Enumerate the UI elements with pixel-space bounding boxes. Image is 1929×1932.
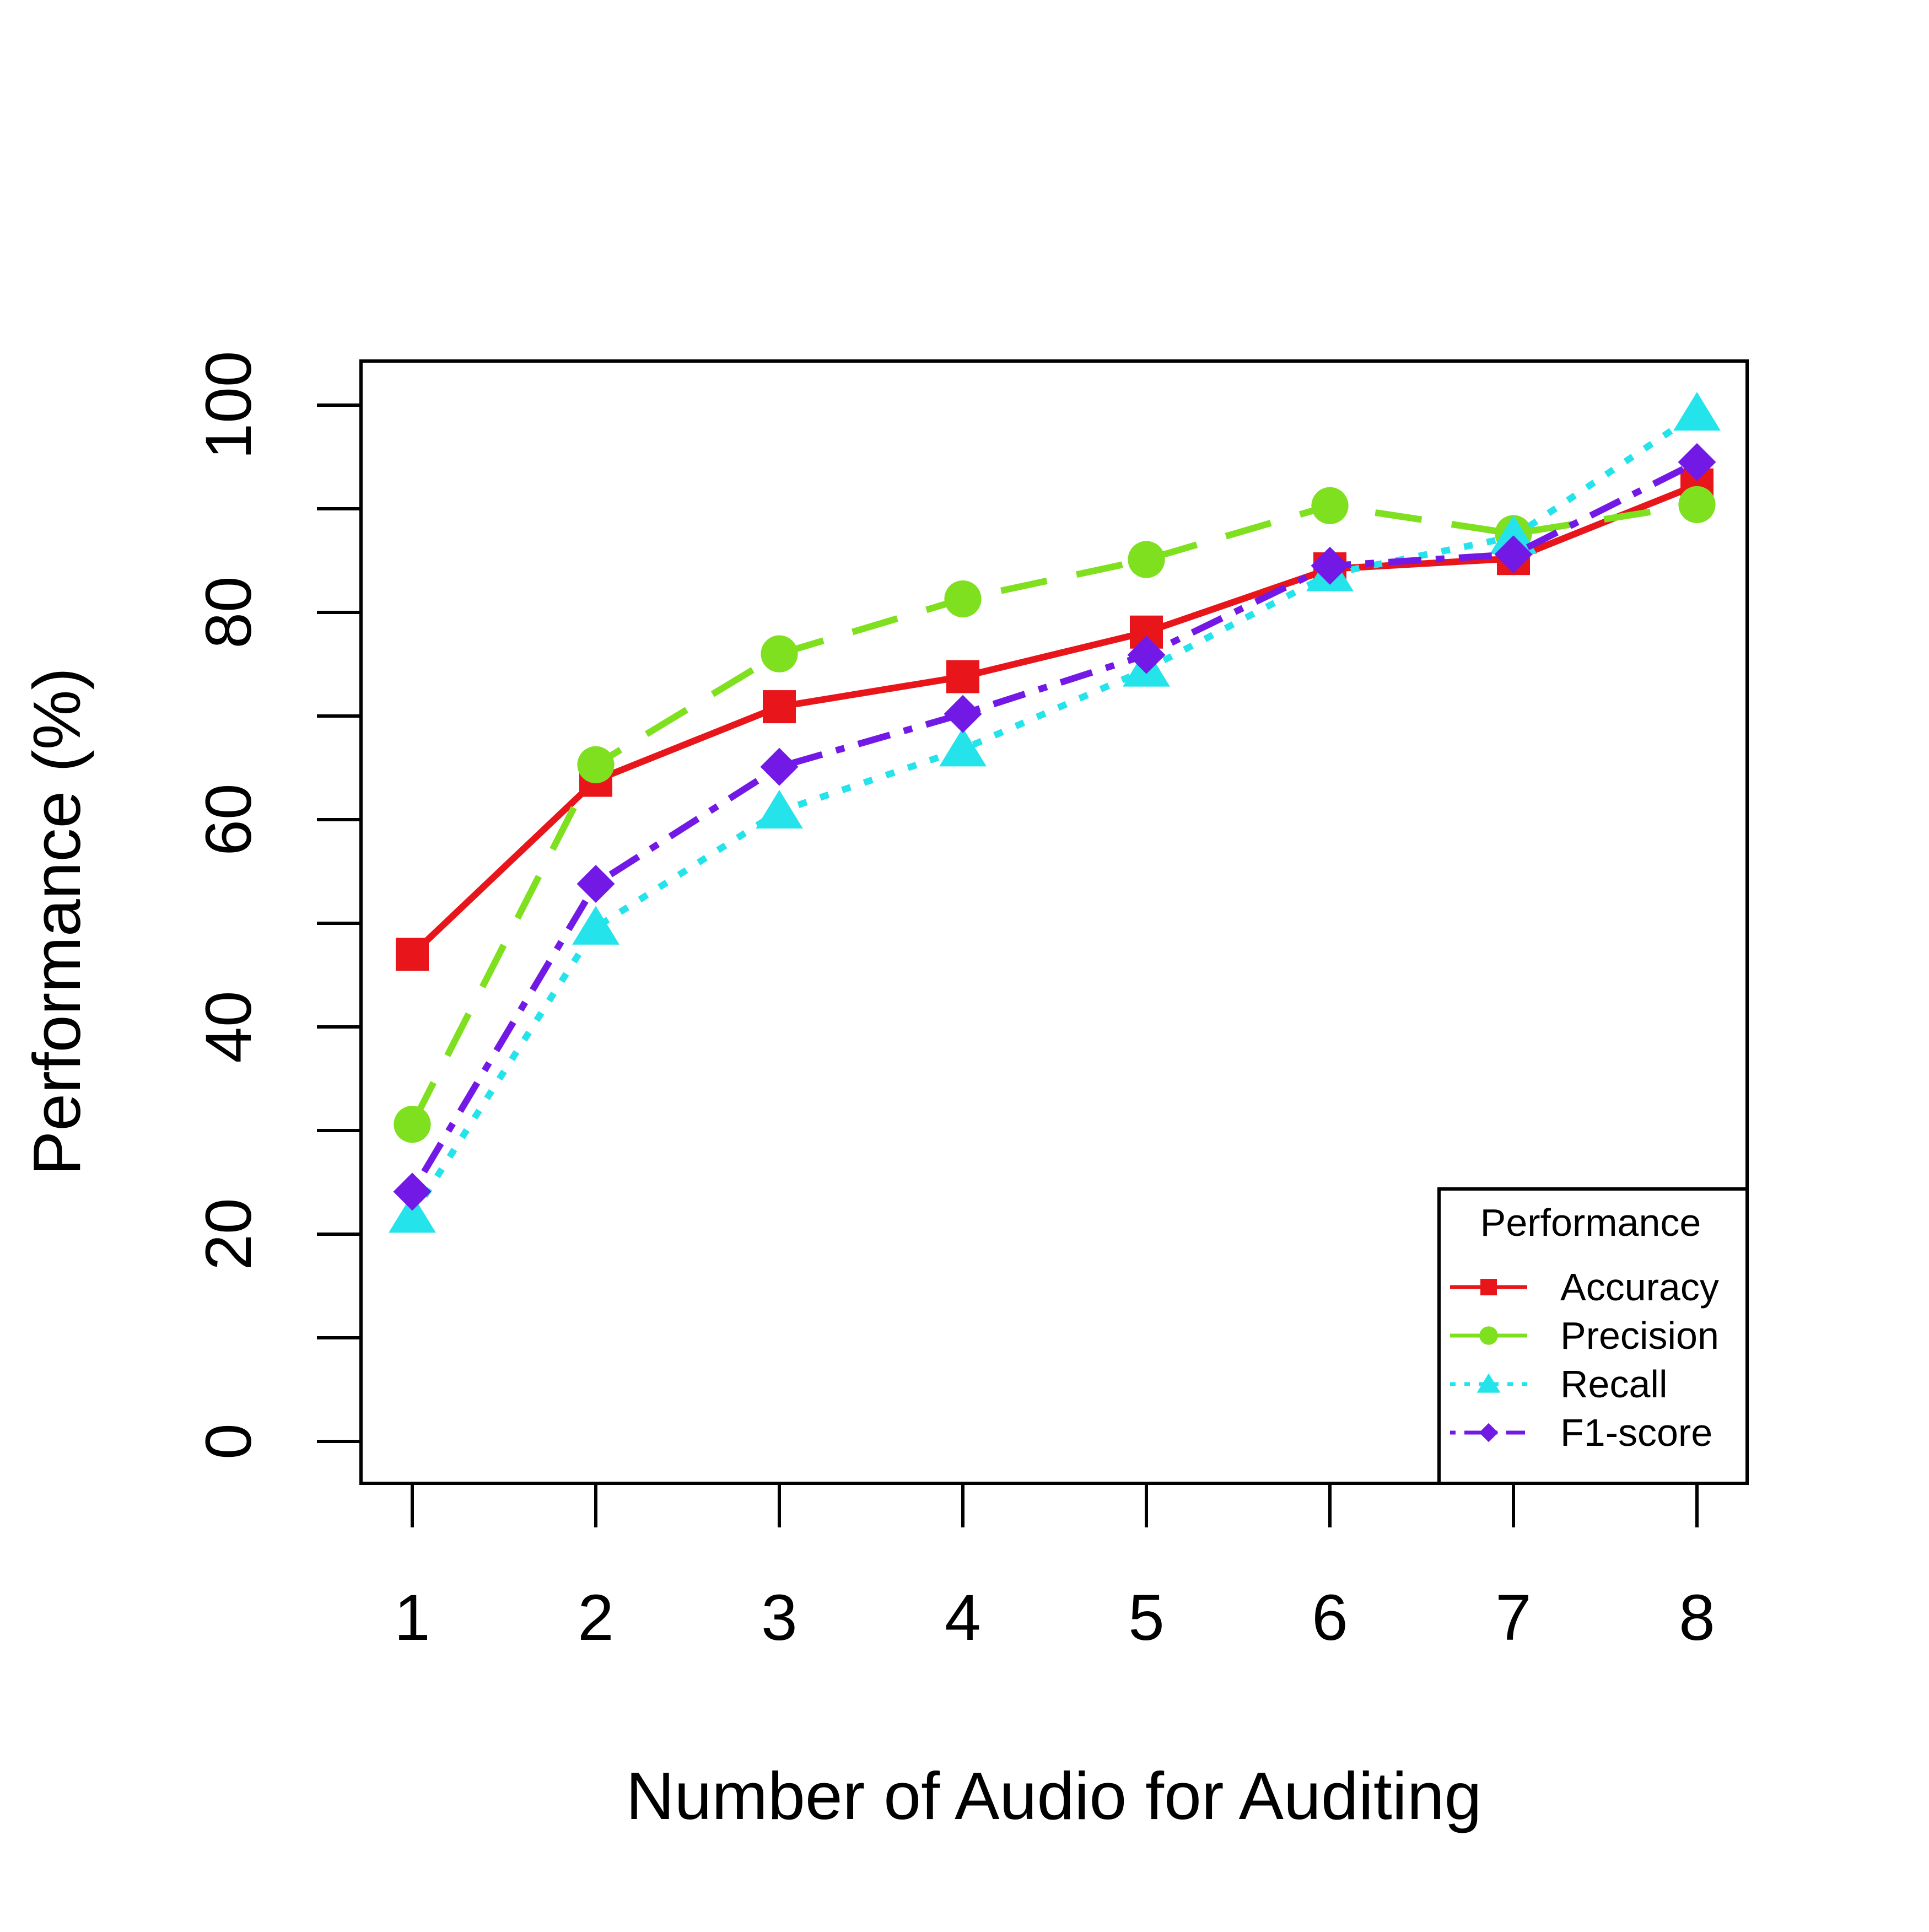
x-tick-label: 3 [761, 1581, 798, 1654]
x-tick-label: 8 [1679, 1581, 1715, 1654]
data-point [1678, 443, 1716, 481]
data-point [944, 695, 982, 733]
data-point [396, 938, 429, 971]
axes: 0 20 40 60 80 100 1 2 3 4 5 6 7 8 [192, 351, 1715, 1654]
legend-item: Recall [1450, 1363, 1668, 1406]
legend: Performance Accuracy Precision Recall F1-sco… [1437, 1187, 1749, 1485]
data-point [1678, 486, 1716, 524]
data-point [1673, 392, 1721, 431]
data-point [576, 865, 615, 903]
data-point [572, 906, 619, 945]
y-tick-label: 80 [192, 576, 265, 648]
data-point [761, 635, 798, 672]
data-point [763, 690, 796, 724]
data-point [760, 747, 799, 786]
series-line [409, 501, 1698, 1126]
data-point [1311, 546, 1349, 585]
x-tick-label: 1 [394, 1581, 430, 1654]
y-tick-label: 20 [192, 1198, 265, 1270]
data-point [946, 660, 979, 693]
legend-item: F1-score [1450, 1411, 1712, 1454]
data-point [1311, 487, 1349, 524]
x-axis-title: Number of Audio for Auditing [626, 1758, 1481, 1833]
legend-title: Performance [1480, 1201, 1701, 1244]
x-tick-label: 5 [1128, 1581, 1165, 1654]
legend-marker [1479, 1326, 1498, 1345]
y-tick-label: 40 [192, 991, 265, 1063]
series-line [409, 482, 1699, 957]
series-f1-score [393, 443, 1716, 1211]
x-tick-label: 4 [945, 1581, 981, 1654]
legend-item: Accuracy [1450, 1266, 1719, 1309]
y-tick-label: 0 [192, 1423, 265, 1460]
y-axis-title: Performance (%) [19, 668, 94, 1176]
legend-label: Precision [1560, 1314, 1719, 1357]
x-tick-label: 2 [578, 1581, 614, 1654]
data-point [1490, 515, 1537, 554]
series-line [409, 411, 1699, 1218]
data-point [389, 1194, 436, 1233]
y-tick-label: 60 [192, 783, 265, 855]
legend-item: Precision [1450, 1314, 1719, 1357]
series-lines [389, 392, 1721, 1233]
legend-label: Recall [1560, 1363, 1668, 1406]
data-point [939, 728, 987, 767]
legend-marker [1480, 1279, 1497, 1295]
x-tick-label: 7 [1495, 1581, 1532, 1654]
data-point [1127, 636, 1166, 674]
legend-marker [1477, 1373, 1501, 1393]
x-tick-label: 6 [1312, 1581, 1348, 1654]
data-point [393, 1172, 432, 1211]
data-point [577, 746, 615, 783]
y-tick-label: 100 [192, 351, 265, 460]
data-point [1128, 541, 1165, 578]
plot-frame [359, 359, 1749, 1485]
legend-label: Accuracy [1560, 1266, 1719, 1309]
legend-label: F1-score [1560, 1411, 1712, 1454]
data-point [1494, 535, 1533, 574]
legend-marker [1479, 1423, 1499, 1443]
data-point [756, 789, 803, 829]
data-point [394, 1106, 431, 1143]
series-line [409, 459, 1699, 1193]
data-point [944, 580, 982, 618]
